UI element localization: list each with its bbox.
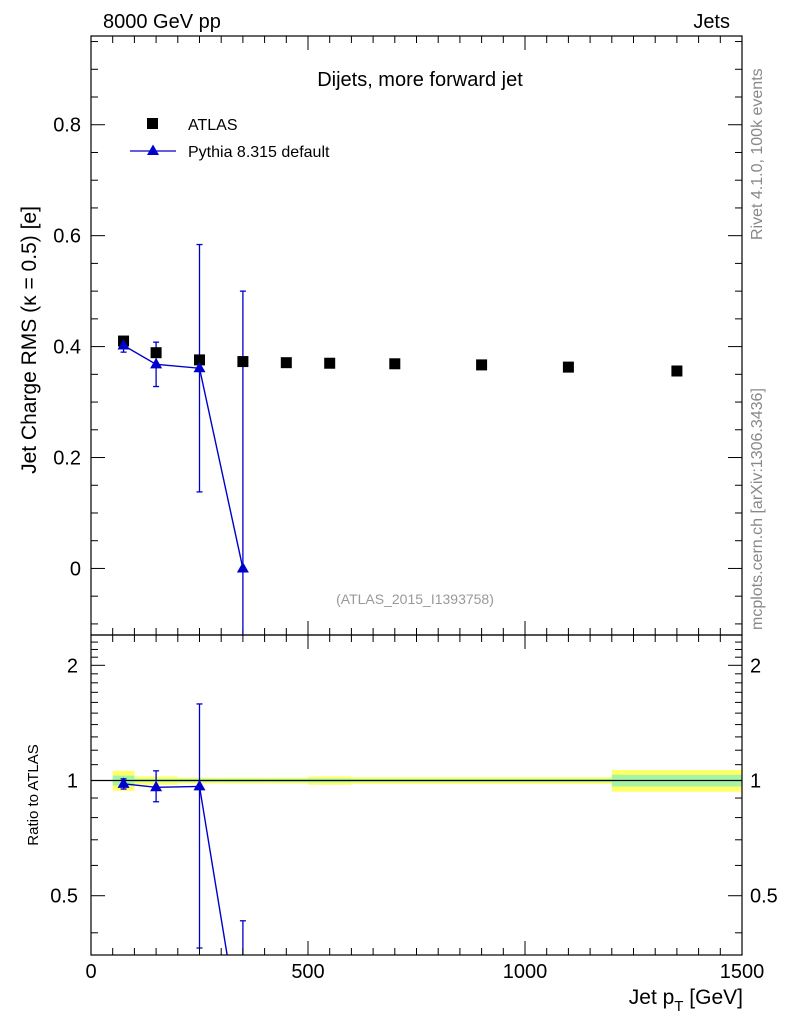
pythia-data-point <box>236 561 249 573</box>
atlas-data-point <box>671 365 683 377</box>
x-tick-label: 0 <box>85 961 96 983</box>
legend-pythia-label: Pythia 8.315 default <box>188 144 330 161</box>
ratio-data-point <box>150 780 163 792</box>
x-tick-label: 1500 <box>720 961 765 983</box>
atlas-data-point <box>389 358 401 370</box>
ratio-series-line <box>123 783 228 956</box>
main-y-tick-label: 0.2 <box>53 448 81 470</box>
ratio-y-axis-label: Ratio to ATLAS <box>25 744 42 845</box>
ratio-y-tick-label-right: 2 <box>750 655 761 677</box>
ratio-y-tick-label-left: 0.5 <box>50 886 78 908</box>
pythia-data-point <box>117 338 130 350</box>
x-tick-labels: 0 500 1000 1500 <box>85 961 764 983</box>
analysis-watermark: (ATLAS_2015_I1393758) <box>336 591 494 607</box>
ratio-y-tick-label-left: 2 <box>67 655 78 677</box>
ratio-y-tick-label-right: 0.5 <box>750 886 778 908</box>
main-y-axis-label: Jet Charge RMS (κ = 0.5) [e] <box>18 206 41 474</box>
rivet-version-label: Rivet 4.1.0, 100k events <box>749 68 766 240</box>
x-axis-label: Jet pT [GeV] <box>629 986 743 1015</box>
ratio-y-tick-label-left: 1 <box>67 771 78 793</box>
atlas-data-point <box>194 354 205 366</box>
main-data-layer <box>117 243 683 635</box>
x-tick-label: 1000 <box>503 961 548 983</box>
ratio-data-point <box>193 779 206 791</box>
main-y-tick-labels: 0 0.2 0.4 0.6 0.8 <box>53 115 81 581</box>
header-energy-label: 8000 GeV pp <box>103 11 221 33</box>
main-y-tick-label: 0.4 <box>53 337 81 359</box>
ratio-y-tick-label-right: 1 <box>750 771 761 793</box>
atlas-data-point <box>150 347 162 359</box>
ratio-axis-ticks <box>90 635 743 955</box>
pythia-data-point <box>193 361 206 373</box>
atlas-data-point <box>280 357 292 369</box>
pythia-data-point <box>150 357 163 369</box>
main-y-tick-label: 0 <box>70 558 81 580</box>
legend-pythia-marker <box>147 144 159 155</box>
atlas-data-point <box>237 356 249 368</box>
x-tick-label: 500 <box>291 961 324 983</box>
legend: ATLAS Pythia 8.315 default <box>130 117 330 161</box>
atlas-data-point <box>562 361 574 373</box>
header-process-label: Jets <box>693 11 730 33</box>
main-y-tick-label: 0.8 <box>53 115 81 137</box>
ratio-y-tick-labels: 0.5 0.5 1 1 2 2 <box>50 655 778 907</box>
plot-title: Dijets, more forward jet <box>317 69 523 91</box>
ratio-plot-panel: 0.5 0.5 1 1 2 2 0 500 1000 1500 Ratio to ATLAS J… <box>25 634 778 1015</box>
atlas-data-point <box>324 357 336 369</box>
main-plot-panel: 0 0.2 0.4 0.6 0.8 Dijets, more forward jet (… <box>18 35 743 636</box>
pythia-series-line <box>123 344 244 569</box>
legend-atlas-marker <box>147 118 158 129</box>
main-y-tick-label: 0.6 <box>53 226 81 248</box>
ratio-data-point <box>117 777 130 788</box>
mcplots-reference-label: mcplots.cern.ch [arXiv:1306.3436] <box>749 388 766 630</box>
legend-atlas-label: ATLAS <box>188 117 238 134</box>
atlas-data-point <box>476 359 488 371</box>
